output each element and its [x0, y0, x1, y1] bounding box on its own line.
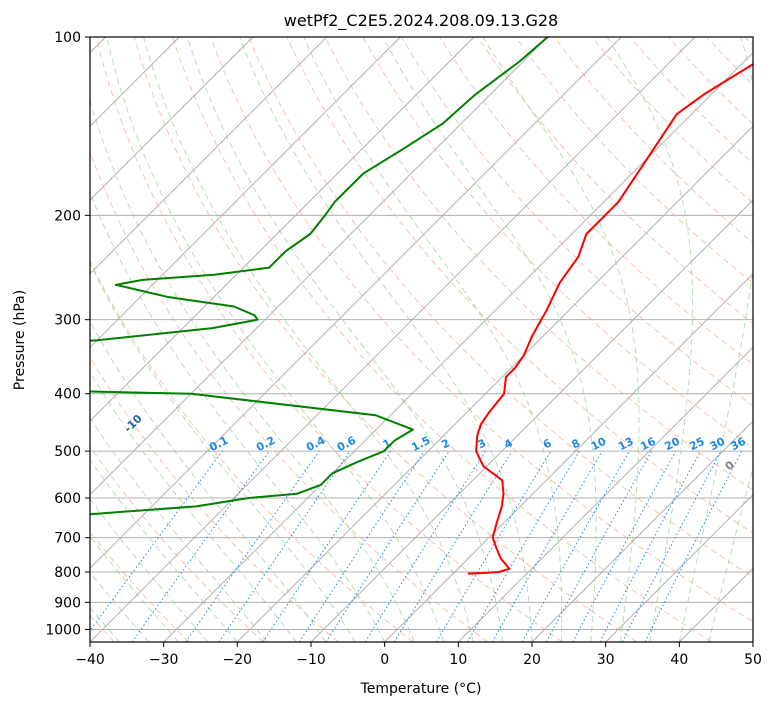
isotherm-line [90, 37, 696, 642]
y-tick-label: 500 [54, 444, 81, 460]
x-tick-label: 50 [744, 652, 762, 668]
plot-frame [89, 36, 754, 643]
mixing-ratio-line [545, 450, 653, 642]
mixing-ratio-label: 36 [728, 435, 748, 454]
isotherm-line [90, 37, 548, 496]
moist-adiabat-line [90, 535, 179, 642]
x-tick-label: −20 [223, 652, 253, 668]
sounding-profiles [90, 37, 753, 575]
x-tick-label: 30 [597, 652, 615, 668]
moist-adiabat-line [606, 37, 694, 642]
isotherm-line [90, 37, 622, 569]
isotherm-line [237, 125, 753, 642]
y-tick-label: 700 [54, 531, 81, 547]
mixing-ratio-label: 16 [638, 435, 658, 454]
x-tick-label: 10 [449, 652, 467, 668]
x-tick-label: 40 [670, 652, 688, 668]
isotherm-line [163, 52, 753, 642]
isotherm-line [384, 273, 753, 642]
dry-adiabat-line [90, 259, 414, 642]
isotherm-line [605, 494, 753, 642]
isotherm-line [90, 37, 327, 275]
moist-adiabat-line [186, 37, 503, 642]
x-tick-label: −30 [149, 652, 179, 668]
mixing-ratio-label: 10 [589, 435, 609, 454]
y-tick-label: 900 [54, 595, 81, 611]
dry-adiabat-line [171, 37, 712, 642]
y-tick-label: 1000 [45, 622, 81, 638]
isotherm-line [531, 420, 753, 642]
mixing-ratio-line [298, 450, 425, 642]
mixing-ratio-line [131, 450, 270, 642]
moist-adiabat-line [90, 458, 238, 642]
moist-adiabat-line [90, 417, 268, 642]
y-tick-label: 300 [54, 313, 81, 329]
dry-adiabat-line [286, 37, 753, 534]
y-tick-label: 100 [54, 30, 81, 46]
moist-adiabat-line [90, 320, 327, 642]
mixing-ratio-line [218, 450, 351, 642]
mixing-ratio-line [262, 450, 392, 642]
plot-background [90, 37, 753, 642]
temperature-profile-line [467, 63, 753, 575]
moist-adiabat-line [482, 37, 640, 642]
mixing-ratio-line [185, 450, 320, 642]
mixing-ratio-line [325, 450, 450, 642]
dry-adiabat-line [95, 37, 563, 642]
mixing-ratio-label: 30 [708, 435, 728, 454]
mixing-ratio-lines [90, 450, 743, 642]
moist-adiabat-line [382, 37, 597, 642]
grid-lines [90, 37, 753, 630]
dry-adiabat-lines [90, 37, 753, 642]
x-tick-label: 20 [523, 652, 541, 668]
isotherm-line [90, 37, 475, 422]
x-tick-label: −10 [296, 652, 326, 668]
dewpoint-profile-line [90, 37, 549, 516]
moist-adiabat-line [678, 37, 753, 642]
moist-adiabat-line [239, 37, 533, 642]
chart-title: wetPf2_C2E5.2024.208.09.13.G28 [284, 11, 558, 31]
x-axis-ticks: −40 −30 −20 −10 0 10 20 30 40 50 [75, 642, 762, 668]
moist-adiabat-line [708, 466, 753, 642]
y-tick-label: 600 [54, 491, 81, 507]
dry-adiabat-line [90, 356, 339, 642]
x-axis-label: Temperature (°C) [360, 681, 482, 697]
dry-adiabat-line [133, 37, 638, 642]
dry-adiabat-line [515, 37, 753, 284]
dry-adiabat-line [248, 37, 753, 578]
moist-adiabat-line [143, 37, 474, 642]
x-tick-label: −40 [75, 652, 105, 668]
mixing-ratio-label: 13 [616, 435, 636, 454]
mixing-ratio-label: 25 [687, 435, 707, 454]
mixing-ratio-label: 20 [662, 435, 682, 454]
mixing-ratio-line [572, 450, 677, 642]
y-axis-ticks: 100 200 300 400 500 600 700 800 900 1000 [45, 30, 90, 638]
y-tick-label: 200 [54, 208, 81, 224]
dry-adiabat-line [210, 37, 753, 623]
mixing-ratio-line [393, 450, 513, 642]
mixing-ratio-line [521, 450, 630, 642]
dry-adiabat-line [90, 445, 264, 642]
moist-adiabat-line [90, 262, 356, 642]
dry-adiabat-line [324, 37, 753, 491]
mixing-ratio-line [90, 450, 223, 632]
moist-adiabat-line [106, 37, 445, 642]
moist-adiabat-line [303, 37, 563, 642]
moist-adiabat-line [90, 371, 297, 642]
x-tick-label: 0 [380, 652, 389, 668]
moist-adiabat-line [90, 498, 209, 642]
moist-adiabat-line [90, 98, 415, 642]
y-tick-label: 800 [54, 565, 81, 581]
y-axis-label: Pressure (hPa) [12, 290, 28, 390]
isotherm-line [90, 37, 254, 201]
isotherm-line [458, 346, 753, 642]
mixing-ratio-line [644, 450, 743, 642]
y-tick-label: 400 [54, 387, 81, 403]
